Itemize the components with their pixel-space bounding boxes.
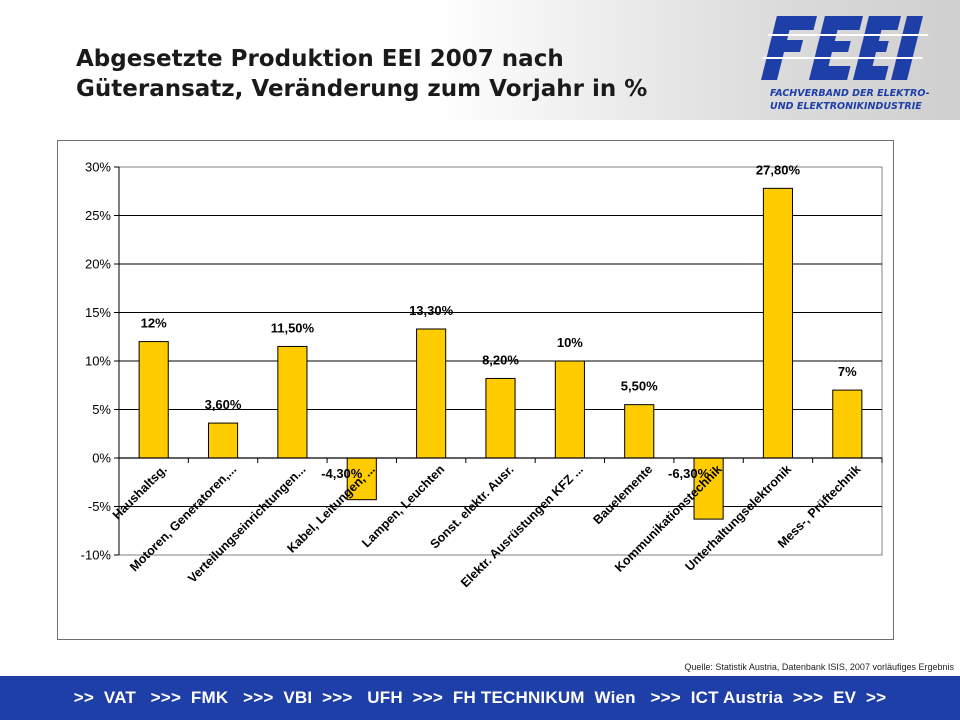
bar bbox=[832, 389, 863, 459]
bar bbox=[346, 457, 377, 501]
data-label: 7% bbox=[838, 364, 857, 379]
y-tick-label: 10% bbox=[85, 354, 111, 369]
data-label: 11,50% bbox=[271, 320, 315, 335]
y-tick-label: 5% bbox=[92, 402, 111, 417]
bar-chart: 30%25%20%15%10%5%0%-5%-10%12%Haushaltsg.… bbox=[81, 160, 883, 590]
y-tick-label: 30% bbox=[85, 160, 111, 175]
data-label: 12% bbox=[141, 316, 167, 331]
y-tick-label: 25% bbox=[85, 208, 111, 223]
bar bbox=[138, 341, 169, 459]
bar bbox=[416, 328, 447, 459]
data-label: 13,30% bbox=[409, 303, 454, 318]
y-tick-label: 15% bbox=[85, 305, 111, 320]
bar bbox=[693, 457, 724, 520]
y-tick-label: -10% bbox=[81, 548, 112, 563]
bar bbox=[207, 422, 239, 459]
bar bbox=[762, 187, 794, 459]
data-label: -4,30% bbox=[321, 466, 363, 481]
page-title: Abgesetzte Produktion EEI 2007 nach Güte… bbox=[76, 44, 736, 104]
page-title-line2: Güteransatz, Veränderung zum Vorjahr in … bbox=[76, 76, 648, 102]
y-tick-label: -5% bbox=[88, 499, 112, 514]
footer-bar: >> VAT >>> FMK >>> VBI >>> UFH >>> FH TE… bbox=[0, 676, 960, 720]
logo-text-line2: UND ELEKTRONIKINDUSTRIE bbox=[770, 101, 922, 112]
bar bbox=[554, 360, 585, 459]
data-label: 10% bbox=[557, 335, 583, 350]
data-label: 8,20% bbox=[482, 352, 519, 367]
feei-logo: FACHVERBAND DER ELEKTRO- UND ELEKTRONIKI… bbox=[760, 12, 930, 117]
page-title-line1: Abgesetzte Produktion EEI 2007 nach bbox=[76, 46, 564, 72]
bar bbox=[485, 377, 516, 459]
data-label: 3,60% bbox=[205, 397, 242, 412]
footer-links: >> VAT >>> FMK >>> VBI >>> UFH >>> FH TE… bbox=[73, 688, 887, 707]
data-label: -6,30% bbox=[668, 466, 710, 481]
y-tick-label: 0% bbox=[92, 451, 111, 466]
source-note: Quelle: Statistik Austria, Datenbank ISI… bbox=[684, 662, 954, 672]
feei-logo-icon bbox=[761, 16, 929, 80]
y-tick-label: 20% bbox=[85, 257, 111, 272]
bar bbox=[624, 404, 655, 459]
logo-text-line1: FACHVERBAND DER ELEKTRO- bbox=[770, 88, 930, 99]
data-label: 5,50% bbox=[621, 379, 658, 394]
data-label: 27,80% bbox=[756, 162, 801, 177]
bar bbox=[277, 345, 308, 459]
